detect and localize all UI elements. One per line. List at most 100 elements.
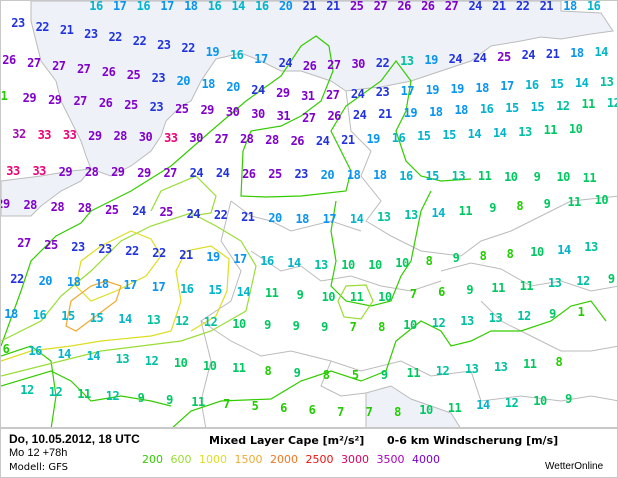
wind-shear-value: 18: [454, 103, 468, 118]
wind-shear-value: 19: [205, 44, 220, 59]
wind-shear-value: 20: [176, 74, 191, 88]
wind-shear-value: 29: [58, 164, 73, 179]
wind-shear-value: 16: [255, 0, 269, 13]
wind-shear-value: 10: [419, 402, 433, 417]
wind-shear-value: 13: [584, 240, 598, 255]
wind-shear-value: 22: [213, 208, 228, 223]
wind-shear-value: 13: [404, 208, 418, 222]
wind-shear-value: 18: [4, 307, 18, 321]
wind-shear-value: 25: [268, 167, 282, 181]
wind-shear-value: 14: [57, 346, 71, 361]
country-borders: [200, 90, 617, 427]
wind-shear-value: 17: [112, 0, 127, 13]
wind-shear-value: 31: [276, 108, 291, 123]
wind-shear-value: 11: [523, 357, 537, 372]
wind-shear-value: 6: [308, 403, 316, 417]
wind-shear-value: 8: [555, 355, 563, 370]
cape-legend: 200 600 1000 1500 2000 2500 3000 3500 40…: [142, 453, 444, 466]
wind-shear-value: 15: [208, 283, 222, 298]
wind-shear-value: 13: [460, 313, 474, 328]
wind-shear-value: 22: [375, 55, 390, 70]
wind-shear-value: 27: [52, 59, 66, 73]
wind-shear-value: 12: [606, 96, 617, 111]
wind-shear-value: 9: [137, 391, 145, 405]
wind-shear-value: 6: [2, 342, 10, 356]
wind-shear-value: 16: [32, 308, 47, 323]
wind-shear-value: 23: [11, 16, 25, 30]
wind-shear-value: 20: [320, 167, 335, 182]
wind-shear-value: 14: [594, 44, 608, 59]
wind-shear-value: 26: [98, 96, 113, 111]
wind-shear-value: 8: [506, 247, 514, 261]
wind-shear-value: 9: [166, 393, 173, 407]
wind-shear-value: 13: [518, 124, 532, 139]
wind-shear-value: 10: [594, 192, 609, 207]
wind-shear-value: 26: [101, 65, 116, 79]
legend-item: 600: [170, 453, 192, 466]
wind-shear-value: 9: [380, 368, 388, 383]
wind-shear-value: 8: [378, 320, 385, 335]
wind-shear-value: 22: [10, 272, 24, 286]
wind-shear-value: 27: [444, 0, 459, 13]
wind-shear-value: 22: [515, 0, 530, 13]
wind-shear-value: 27: [214, 131, 229, 146]
wind-shear-value: 6: [438, 285, 445, 300]
wind-shear-value: 24: [251, 83, 265, 97]
wind-shear-value: 12: [576, 274, 590, 289]
wind-shear-value: 16: [391, 130, 406, 145]
wind-shear-value: 14: [86, 349, 101, 364]
wind-shear-value: 14: [231, 0, 245, 13]
wind-shear-value: 25: [124, 98, 138, 112]
wind-shear-value: 18: [570, 46, 584, 60]
wind-shear-value: 23: [157, 37, 171, 52]
wind-shear-value: 12: [556, 98, 570, 113]
wind-shear-value: 9: [489, 201, 496, 216]
wind-shear-value: 29: [276, 86, 290, 100]
wind-shear-value: 11: [581, 97, 595, 112]
wind-shear-value: 16: [180, 281, 194, 296]
wind-shear-value: 28: [265, 133, 279, 147]
wind-shear-value: 20: [38, 273, 53, 288]
wind-shear-value: 10: [568, 122, 583, 137]
wind-shear-value: 21: [179, 248, 193, 262]
wind-shear-value: 12: [435, 364, 450, 378]
wind-shear-value: 11: [543, 123, 558, 138]
valid-date: Do, 10.05.2012, 18 UTC: [9, 432, 140, 446]
wind-shear-value: 24: [278, 55, 293, 70]
wind-shear-value: 15: [550, 77, 564, 91]
wind-shear-value: 19: [425, 83, 440, 97]
wind-shear-value: 10: [395, 255, 409, 270]
wind-shear-value: 10: [321, 289, 336, 304]
wind-shear-value: 14: [431, 205, 445, 220]
wind-shear-value: 27: [373, 0, 388, 13]
wind-shear-value: 28: [84, 164, 99, 179]
wind-shear-value: 25: [349, 0, 364, 13]
wind-shear-value: 27: [302, 110, 316, 125]
wind-shear-value: 11: [77, 387, 91, 401]
wind-shear-value: 21: [302, 0, 317, 13]
wind-shear-value: 28: [50, 199, 65, 214]
wind-shear-value: 11: [519, 278, 534, 293]
wind-shear-value: 27: [76, 62, 91, 76]
wind-shear-value: 26: [242, 166, 256, 181]
wind-shear-value: 30: [138, 130, 153, 144]
legend-item: 4000: [412, 453, 440, 466]
wind-shear-value: 6: [280, 401, 287, 415]
wind-shear-value: 9: [452, 251, 460, 266]
wind-shear-value: 25: [105, 202, 119, 217]
wind-shear-value: 29: [88, 128, 102, 143]
wind-shear-value: 23: [151, 71, 166, 85]
wind-shear-value: 15: [61, 309, 75, 324]
legend-item: 200: [142, 453, 163, 466]
wind-shear-value: 18: [201, 77, 215, 91]
wind-shear-value: 10: [533, 394, 547, 408]
wind-shear-value: 18: [95, 276, 109, 291]
wind-shear-value: 7: [409, 287, 417, 302]
wind-shear-value: 7: [365, 405, 373, 419]
wind-shear-value: 23: [149, 99, 164, 114]
wind-shear-value: 25: [126, 68, 141, 82]
wind-shear-value: 7: [337, 405, 344, 419]
map-background: [1, 1, 617, 427]
wind-shear-value: 13: [377, 210, 391, 225]
wind-shear-value: 24: [215, 166, 230, 181]
